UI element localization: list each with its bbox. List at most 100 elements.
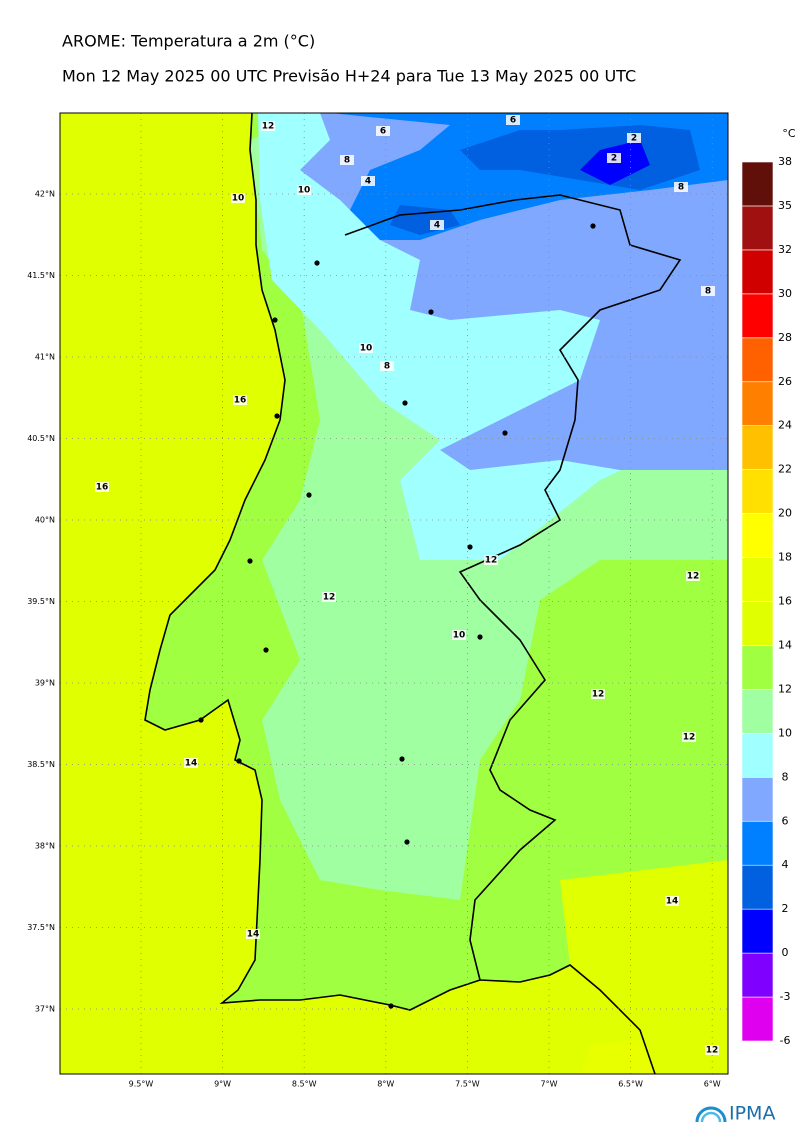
colorbar-label: 20 [778,507,792,520]
map-area: 12 6 6 2 2 8 4 10 8 10 4 8 10 8 16 16 12 12 12 10 12 12 14 14 14… [60,113,728,1074]
contour-label-bg [627,133,641,143]
city-marker [428,309,434,315]
contour-label-bg [430,220,444,230]
contour-label: 12 [323,593,336,603]
city-marker [306,492,312,498]
logo-arc [700,1111,722,1123]
colorbar-label: 10 [778,726,792,739]
contour-label-bg [506,115,520,125]
colorbar-segment [741,908,774,954]
lon-label: 8°W [377,1080,394,1089]
colorbar-label: 8 [782,770,789,783]
lon-label: 7°W [541,1080,558,1089]
contour-label: 16 [96,483,109,493]
colorbar-segment [741,337,774,383]
logo-text: IPMA [729,1103,775,1125]
colorbar-label: 0 [782,946,789,959]
contour-label-bg [322,592,336,602]
colorbar-segment [741,733,774,778]
city-marker [402,400,408,406]
contour-label: 14 [247,930,260,940]
contour-label-bg [682,732,696,742]
city-marker [247,558,253,564]
lat-label: 38°N [35,842,55,851]
colorbar-label: 4 [782,858,789,871]
contour-label: 4 [365,177,371,187]
city-marker [236,758,242,764]
contour-label: 14 [185,759,198,769]
contour-label-bg [591,689,605,699]
colorbar-label: 22 [778,463,792,476]
contour-label: 4 [434,221,440,231]
contour-label-bg [359,343,373,353]
colorbar-segment [741,996,774,1042]
colorbar-label: 6 [782,814,789,827]
city-marker [388,1003,394,1009]
subtitle: Mon 12 May 2025 00 UTC Previsão H+24 par… [62,67,636,86]
contour-label-bg [261,121,275,131]
city-marker [314,260,320,266]
colorbar-label: 32 [778,243,792,256]
city-marker [404,839,410,845]
lat-label: 40°N [35,516,55,525]
lon-label: 9.5°W [129,1080,154,1089]
city-marker [590,223,596,229]
colorbar-label: 30 [778,287,792,300]
colorbar-segment [741,249,774,295]
contour-label-bg [246,929,260,939]
contour-label-bg [376,126,390,136]
title: AROME: Temperatura a 2m (°C) [62,32,315,51]
colorbar-label: 35 [778,199,792,212]
city-marker [274,413,280,419]
contour-label-bg [701,286,715,296]
lat-label: 40.5°N [27,434,55,443]
contour-label: 10 [360,344,373,354]
colorbar-segment [741,689,774,734]
contour-label: 16 [234,396,247,406]
contour-label: 12 [683,733,696,743]
contour-label-bg [380,361,394,371]
lat-label: 41.5°N [27,271,55,280]
colorbar-segment [741,205,774,251]
colorbar-unit: °C [782,127,796,140]
country-border [344,194,682,981]
city-marker [272,317,278,323]
contour-label-bg [484,555,498,565]
colorbar-label: 18 [778,551,792,564]
contour-label-bg [665,896,679,906]
contour-label: 8 [384,362,390,372]
contour-label: 12 [262,122,275,132]
lat-label: 39.5°N [27,597,55,606]
contour-label-bg [361,176,375,186]
colorbar-label: 14 [778,638,792,651]
lon-label: 6.5°W [618,1080,643,1089]
colorbar-segment [741,952,774,998]
lat-label: 42°N [35,190,55,199]
city-marker [263,647,269,653]
contour-label-bg [452,630,466,640]
contour-label-bg [686,571,700,581]
contour-label: 2 [611,154,617,164]
lon-label: 6°W [704,1080,721,1089]
contour-label-bg [184,758,198,768]
colorbar-label: -3 [780,990,791,1003]
contour-label: 8 [705,287,711,297]
contour-label-bg [674,182,688,192]
contour-label-bg [95,482,109,492]
temperature-region [560,860,728,1074]
logo-arc [695,1106,727,1123]
colorbar-segment [741,776,774,822]
city-marker [502,430,508,436]
temperature-region [580,1040,655,1074]
lon-label: 7.5°W [455,1080,480,1089]
lat-label: 41°N [35,353,55,362]
contour-label-bg [340,155,354,165]
colorbar-label: 26 [778,375,792,388]
colorbar-segment [741,293,774,339]
contour-label-bg [231,193,245,203]
contour-label: 12 [592,690,605,700]
colorbar-label: 38 [778,155,792,168]
map-frame [59,112,729,1075]
